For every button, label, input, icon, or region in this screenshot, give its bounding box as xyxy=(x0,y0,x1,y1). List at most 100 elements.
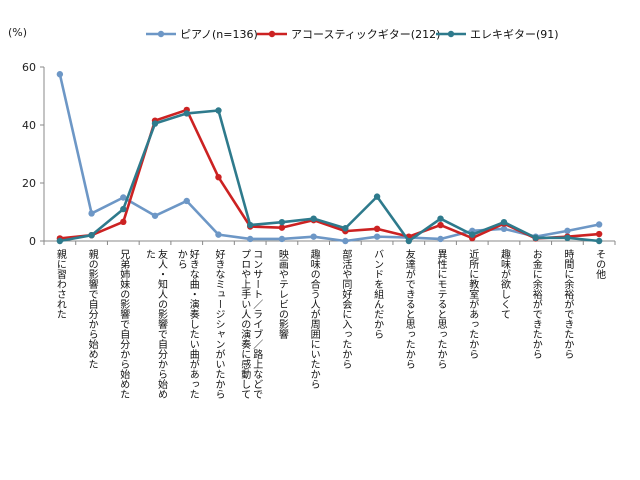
category-label-text: 趣味が欲しくて xyxy=(498,248,510,319)
series-line xyxy=(59,108,600,240)
legend-marker xyxy=(268,30,276,38)
category-label: 親に習わされた xyxy=(54,248,66,319)
category-label-text: 近所に教室があったから xyxy=(467,248,479,359)
legend-label: ピアノ(n=136) xyxy=(180,28,258,41)
data-point xyxy=(342,237,349,245)
data-point xyxy=(120,218,127,226)
data-point xyxy=(215,174,222,181)
data-point xyxy=(278,218,286,226)
data-point xyxy=(215,231,222,238)
data-point xyxy=(120,205,127,213)
data-point xyxy=(500,225,508,233)
y-tick-label: 40 xyxy=(22,119,36,132)
data-point xyxy=(215,107,222,114)
data-point xyxy=(469,231,476,238)
data-point xyxy=(310,215,317,222)
y-axis-label: (%) xyxy=(8,26,27,39)
legend-marker xyxy=(447,30,455,38)
data-point xyxy=(437,221,444,229)
data-point xyxy=(310,233,317,240)
data-point xyxy=(564,234,571,242)
category-label-text: 友達ができると思ったから xyxy=(403,248,415,369)
category-label: バンドを組んだから xyxy=(372,249,384,339)
data-point xyxy=(120,194,127,201)
category-label-text: 親に習わされた xyxy=(54,248,66,319)
data-point xyxy=(246,235,254,243)
category-label: その他 xyxy=(594,249,606,280)
category-label: 近所に教室があったから xyxy=(467,248,479,359)
category-label-text: 部活や同好会に入ったから xyxy=(340,248,352,369)
data-point xyxy=(595,221,603,228)
category-label-text: 異性にモテると思ったから xyxy=(435,249,447,369)
data-point xyxy=(500,218,508,226)
category-label: 異性にモテると思ったから xyxy=(435,249,447,369)
series-1 xyxy=(56,106,603,242)
data-point xyxy=(56,71,64,78)
data-point xyxy=(246,221,254,229)
category-label: 時間に余裕ができたから xyxy=(562,249,574,359)
legend-item: アコースティックギター(212) xyxy=(257,28,440,41)
data-point xyxy=(595,230,603,238)
data-point xyxy=(595,237,603,245)
data-point xyxy=(183,110,190,117)
category-labels: 親に習わされた 親の影響で自分から始めた 兄弟姉妹の影響で自分から始めた 友人・知人の… xyxy=(54,248,605,399)
legend-marker xyxy=(157,30,165,38)
data-point xyxy=(373,225,381,233)
x-axis xyxy=(43,240,616,245)
series-lines xyxy=(56,71,603,245)
category-label: お金に余裕ができたから xyxy=(530,249,542,359)
category-label: 映画やテレビの影響 xyxy=(276,249,288,340)
category-label-text: 好きなミュージシャンがいたから xyxy=(213,249,225,399)
data-point xyxy=(151,212,159,219)
category-label-text: た xyxy=(144,249,155,259)
category-label: 友達ができると思ったから xyxy=(403,248,415,369)
y-axis: 0 20 40 60 xyxy=(22,61,45,248)
data-point xyxy=(151,120,159,127)
data-point xyxy=(278,224,286,231)
y-tick-label: 20 xyxy=(22,177,36,190)
legend-label: アコースティックギター(212) xyxy=(291,28,440,41)
category-label-text: 好きな曲・演奏したい曲があった xyxy=(187,249,199,399)
category-label-text: から xyxy=(175,249,187,269)
category-label-text: その他 xyxy=(594,249,606,280)
legend-item: エレキギター(91) xyxy=(436,28,559,41)
category-label: 部活や同好会に入ったから xyxy=(340,248,352,369)
data-point xyxy=(88,232,95,239)
data-point xyxy=(532,234,539,242)
category-label-text: 映画やテレビの影響 xyxy=(276,249,288,340)
data-point xyxy=(88,210,95,217)
category-label-text: 親の影響で自分から始めた xyxy=(86,248,98,369)
data-point xyxy=(183,197,190,205)
series-line xyxy=(59,109,600,243)
legend-item: ピアノ(n=136) xyxy=(146,28,258,41)
category-label-text: 趣味の合う人が周囲にいたから xyxy=(308,248,320,389)
data-point xyxy=(437,215,444,222)
series-2 xyxy=(56,107,603,245)
data-point xyxy=(437,235,444,243)
data-point xyxy=(56,237,64,245)
y-tick-label: 60 xyxy=(22,61,36,74)
category-label: 趣味が欲しくて xyxy=(498,248,510,319)
category-label: 趣味の合う人が周囲にいたから xyxy=(308,248,320,389)
data-point xyxy=(405,237,413,245)
category-label-text: コンサート／ライブ／路上などで xyxy=(251,249,263,399)
data-point xyxy=(564,227,571,235)
category-label-text: 兄弟姉妹の影響で自分から始めた xyxy=(118,249,130,399)
category-label-text: 時間に余裕ができたから xyxy=(562,249,574,359)
legend-label: エレキギター(91) xyxy=(470,28,559,41)
data-point xyxy=(373,233,381,240)
y-tick-label: 0 xyxy=(29,235,36,248)
category-label-text: 友人・知人の影響で自分から始め xyxy=(156,248,168,399)
data-point xyxy=(342,225,349,232)
series-0 xyxy=(56,71,603,245)
legend: ピアノ(n=136) アコースティックギター(212) エレキギター(91) xyxy=(146,28,559,41)
series-line xyxy=(58,73,600,243)
data-point xyxy=(278,235,286,243)
category-label: 好きなミュージシャンがいたから xyxy=(213,249,225,399)
category-label-text: バンドを組んだから xyxy=(372,249,384,339)
category-label: 兄弟姉妹の影響で自分から始めた xyxy=(118,249,130,399)
